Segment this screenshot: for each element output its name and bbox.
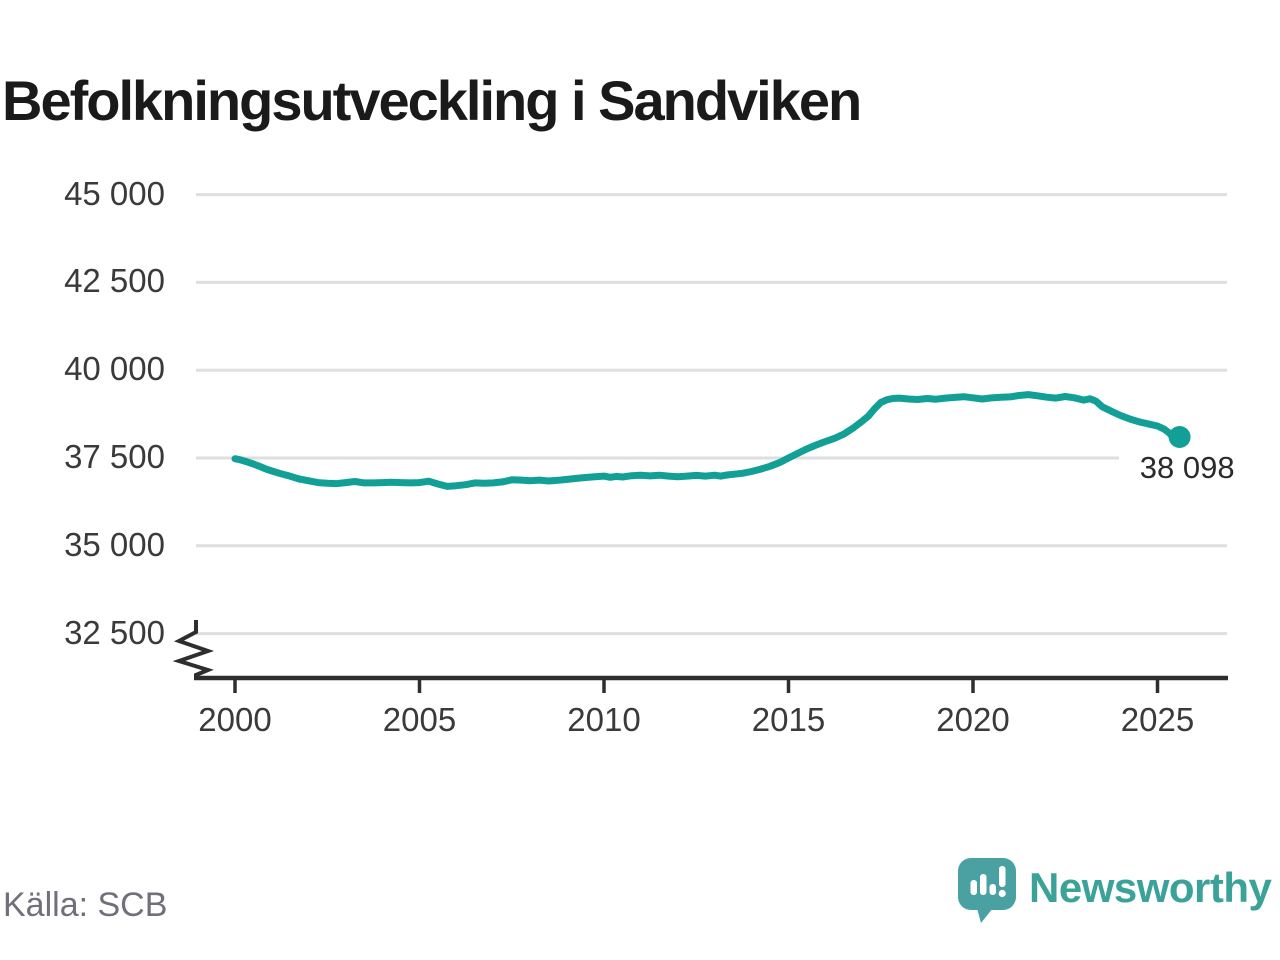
last-value-label: 38 098 <box>1118 449 1235 485</box>
x-tick-label: 2025 <box>1120 701 1195 738</box>
x-tick-label: 2005 <box>382 701 457 738</box>
page-title: Befolkningsutveckling i Sandviken <box>2 68 862 132</box>
y-tick-label: 40 000 <box>64 350 165 388</box>
y-tick-label: 32 500 <box>64 613 165 651</box>
y-axis-break-zigzag <box>172 620 215 680</box>
x-tick-label: 2020 <box>936 701 1010 738</box>
x-tick-label: 2010 <box>567 701 641 738</box>
y-tick-label: 45 000 <box>64 174 165 212</box>
gridlines <box>196 193 1227 636</box>
y-tick-label: 37 500 <box>64 438 165 475</box>
y-tick-label: 42 500 <box>64 262 165 300</box>
newsworthy-logo[interactable]: Newsworthy <box>958 858 1272 924</box>
x-axis-ticks <box>233 678 1160 693</box>
x-tick-label: 2015 <box>751 701 826 738</box>
source-caption: Källa: SCB <box>3 886 168 924</box>
y-tick-label: 35 000 <box>64 525 165 563</box>
last-value-dot <box>1168 426 1191 448</box>
newsworthy-speech-bubble-icon <box>958 858 1016 923</box>
population-line-series <box>231 391 1184 490</box>
newsworthy-wordmark: Newsworthy <box>1029 864 1272 911</box>
x-tick-label: 2000 <box>198 701 272 738</box>
